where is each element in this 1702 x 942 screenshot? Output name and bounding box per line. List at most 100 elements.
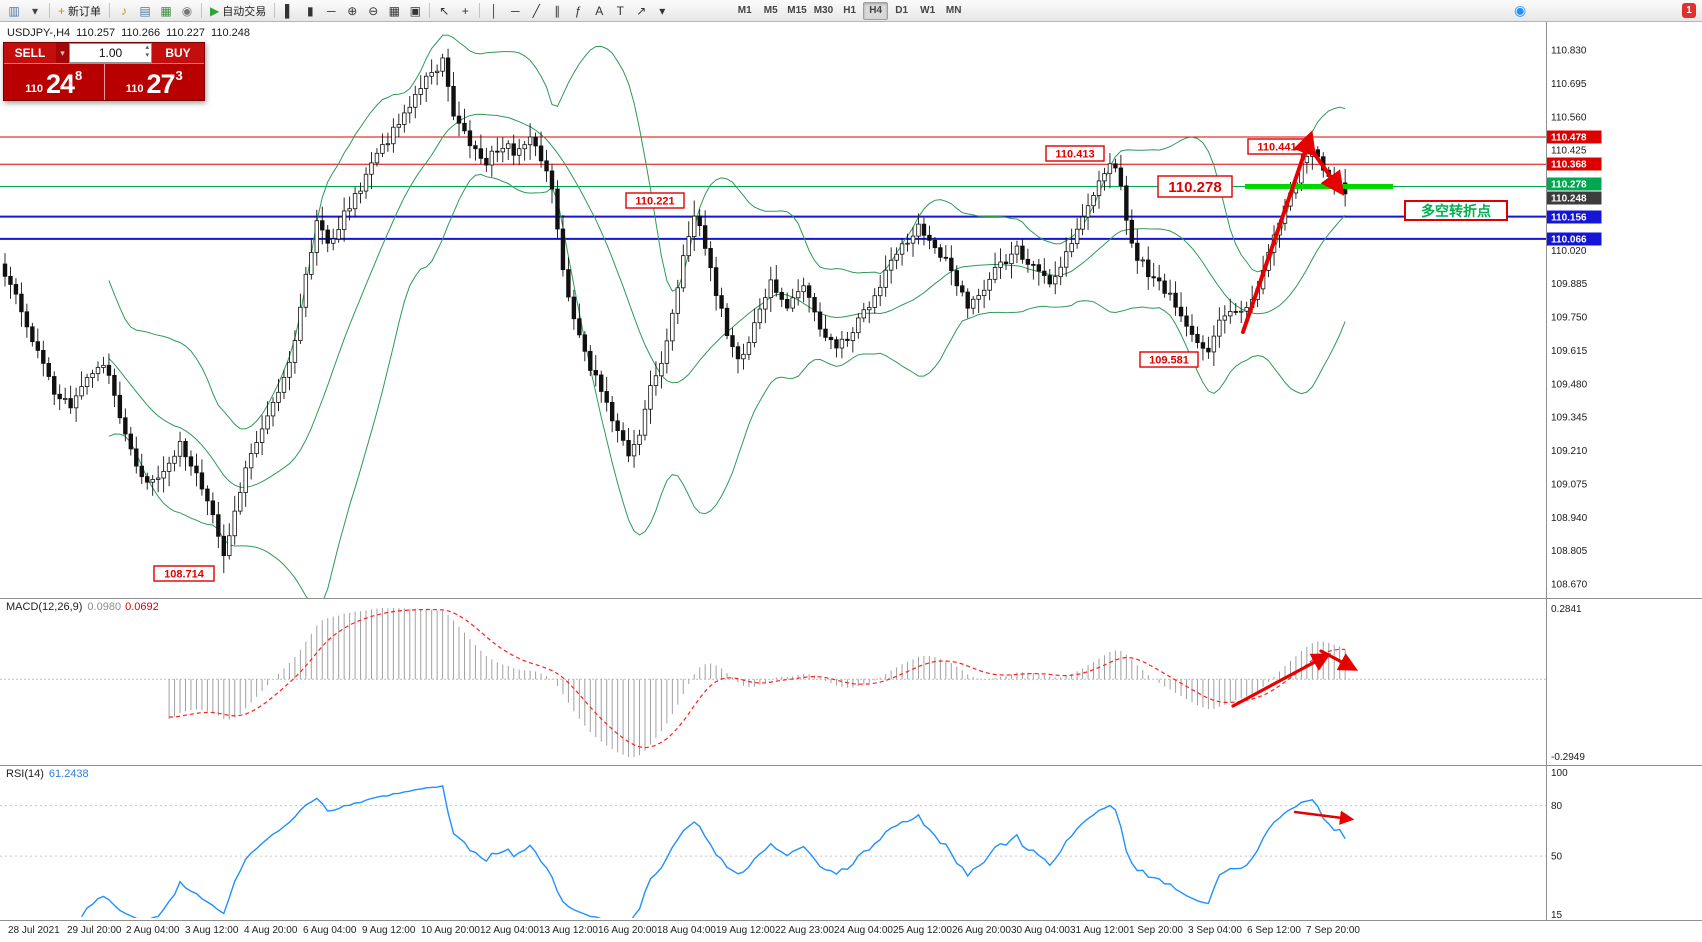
chart-symbol-header: USDJPY-,H4 110.257 110.266 110.227 110.248 bbox=[7, 27, 256, 39]
svg-text:109.480: 109.480 bbox=[1551, 379, 1588, 390]
timeframe-mn[interactable]: MN bbox=[945, 5, 962, 16]
svg-text:80: 80 bbox=[1551, 801, 1563, 812]
rsi-indicator-label: RSI(14) 61.2438 bbox=[6, 768, 89, 780]
toolbar-separator bbox=[429, 3, 431, 18]
plus-icon: + bbox=[58, 3, 66, 18]
text-icon[interactable]: A bbox=[595, 3, 604, 18]
arrange-windows-icon[interactable]: ▣ bbox=[409, 3, 421, 18]
svg-text:110.278: 110.278 bbox=[1551, 180, 1587, 191]
svg-text:108.940: 108.940 bbox=[1551, 513, 1588, 524]
horizontal-line-icon[interactable]: ─ bbox=[510, 3, 520, 18]
svg-text:3 Aug 12:00: 3 Aug 12:00 bbox=[185, 925, 239, 936]
trend-arrow[interactable] bbox=[1304, 140, 1345, 196]
fibonacci-icon[interactable]: ƒ bbox=[574, 3, 582, 18]
svg-text:30 Aug 04:00: 30 Aug 04:00 bbox=[1011, 925, 1070, 936]
svg-text:110.425: 110.425 bbox=[1551, 146, 1587, 157]
cursor-icon[interactable]: ↖ bbox=[439, 3, 450, 18]
label-icon[interactable]: T bbox=[616, 3, 624, 18]
bull-bear-turning-point-label[interactable]: 多空转折点 bbox=[1404, 200, 1508, 221]
svg-text:3 Sep 04:00: 3 Sep 04:00 bbox=[1188, 925, 1242, 936]
autotrade-button[interactable]: ▶ 自动交易 bbox=[210, 3, 267, 18]
bollinger-band bbox=[108, 173, 1346, 598]
svg-text:-0.2949: -0.2949 bbox=[1551, 752, 1585, 763]
svg-text:4 Aug 20:00: 4 Aug 20:00 bbox=[244, 925, 298, 936]
crosshair-icon[interactable]: + bbox=[461, 3, 469, 18]
toolbar-separator bbox=[49, 3, 50, 18]
vertical-line-icon[interactable]: │ bbox=[490, 3, 499, 18]
channel-icon[interactable]: ∥ bbox=[554, 3, 561, 18]
price-tag: 110.248 bbox=[1546, 191, 1602, 205]
trend-arrow[interactable] bbox=[1319, 649, 1359, 671]
sound-alert-icon[interactable]: ♪ bbox=[121, 3, 128, 18]
price-callout[interactable]: 108.714 bbox=[153, 565, 215, 582]
timeframe-w1[interactable]: W1 bbox=[920, 5, 936, 16]
svg-text:108.714: 108.714 bbox=[164, 568, 205, 580]
svg-text:9 Aug 12:00: 9 Aug 12:00 bbox=[362, 925, 416, 936]
market-watch-icon[interactable]: ▦ bbox=[160, 3, 172, 18]
candle-chart-icon[interactable]: ▮ bbox=[306, 3, 314, 18]
svg-text:1 Sep 20:00: 1 Sep 20:00 bbox=[1129, 925, 1183, 936]
lot-size-input[interactable]: 1.00 ▴ ▾ bbox=[69, 43, 152, 63]
svg-text:110.560: 110.560 bbox=[1551, 112, 1587, 123]
ohlc-high: 110.266 bbox=[121, 27, 161, 39]
rsi-panel bbox=[0, 784, 1546, 918]
price-tag: 110.066 bbox=[1546, 232, 1602, 246]
notification-badge[interactable]: 1 bbox=[1682, 3, 1696, 18]
price-callout[interactable]: 110.278 bbox=[1157, 175, 1233, 198]
search-icon[interactable]: ◉ bbox=[1514, 2, 1527, 18]
svg-text:110.066: 110.066 bbox=[1551, 235, 1587, 246]
timeframe-m1[interactable]: M1 bbox=[737, 5, 752, 16]
svg-text:109.885: 109.885 bbox=[1551, 279, 1588, 290]
timeframe-h1[interactable]: H1 bbox=[843, 5, 857, 16]
price-callout[interactable]: 110.441 bbox=[1247, 138, 1307, 155]
svg-text:6 Aug 04:00: 6 Aug 04:00 bbox=[303, 925, 357, 936]
price-callout[interactable]: 110.413 bbox=[1045, 145, 1105, 162]
toolbar-separator bbox=[201, 3, 203, 18]
zoom-out-icon[interactable]: ⊖ bbox=[368, 3, 379, 18]
price-callout[interactable]: 109.581 bbox=[1139, 351, 1199, 368]
line-chart-icon[interactable]: ─ bbox=[326, 3, 336, 18]
bar-chart-icon[interactable]: ▌ bbox=[284, 3, 294, 18]
chart-window-icon[interactable]: ▥ bbox=[8, 3, 20, 18]
trendline-icon[interactable]: ╱ bbox=[532, 3, 540, 18]
svg-text:100: 100 bbox=[1551, 768, 1568, 779]
timeframe-m15[interactable]: M15 bbox=[787, 5, 807, 16]
svg-text:110.020: 110.020 bbox=[1551, 246, 1587, 257]
timeframe-d1[interactable]: D1 bbox=[895, 5, 909, 16]
svg-text:24 Aug 04:00: 24 Aug 04:00 bbox=[834, 925, 893, 936]
svg-text:110.413: 110.413 bbox=[1055, 148, 1094, 160]
trend-arrow[interactable] bbox=[1293, 810, 1355, 825]
rsi-line bbox=[81, 784, 1346, 918]
timeframe-h4[interactable]: H4 bbox=[863, 1, 889, 20]
window-caret-icon[interactable]: ▾ bbox=[31, 3, 39, 18]
svg-text:110.695: 110.695 bbox=[1551, 79, 1587, 90]
trend-arrow[interactable] bbox=[1241, 130, 1316, 334]
svg-text:0.2841: 0.2841 bbox=[1551, 604, 1582, 615]
sell-options-caret-icon[interactable]: ▾ bbox=[56, 43, 69, 63]
svg-text:31 Aug 12:00: 31 Aug 12:00 bbox=[1070, 925, 1129, 936]
objects-caret-icon[interactable]: ▾ bbox=[659, 3, 666, 18]
price-callout[interactable]: 110.221 bbox=[625, 192, 685, 209]
svg-text:7 Sep 20:00: 7 Sep 20:00 bbox=[1306, 925, 1360, 936]
zoom-in-icon[interactable]: ⊕ bbox=[347, 3, 358, 18]
svg-text:110.156: 110.156 bbox=[1551, 213, 1587, 224]
sell-price[interactable]: 110 24 8 bbox=[25, 68, 83, 99]
ohlc-low: 110.227 bbox=[166, 27, 206, 39]
tile-windows-icon[interactable]: ▦ bbox=[388, 3, 400, 18]
svg-text:109.750: 109.750 bbox=[1551, 313, 1588, 324]
lot-stepper[interactable]: ▴ ▾ bbox=[145, 44, 149, 59]
svg-text:6 Sep 12:00: 6 Sep 12:00 bbox=[1247, 925, 1301, 936]
buy-button[interactable]: BUY bbox=[152, 43, 204, 63]
new-order-button[interactable]: + 新订单 bbox=[58, 3, 102, 18]
timeframe-m30[interactable]: M30 bbox=[813, 5, 834, 16]
buy-price[interactable]: 110 27 3 bbox=[103, 64, 205, 100]
thick-green-segment[interactable] bbox=[1245, 183, 1393, 189]
sell-button[interactable]: SELL bbox=[4, 43, 56, 63]
arrow-object-icon[interactable]: ↗ bbox=[636, 3, 647, 18]
lot-size-value: 1.00 bbox=[98, 46, 123, 60]
trend-arrow[interactable] bbox=[1231, 653, 1332, 708]
profile-icon[interactable]: ▤ bbox=[139, 3, 151, 18]
data-window-icon[interactable]: ◉ bbox=[181, 3, 193, 18]
timeframe-m5[interactable]: M5 bbox=[763, 5, 778, 16]
